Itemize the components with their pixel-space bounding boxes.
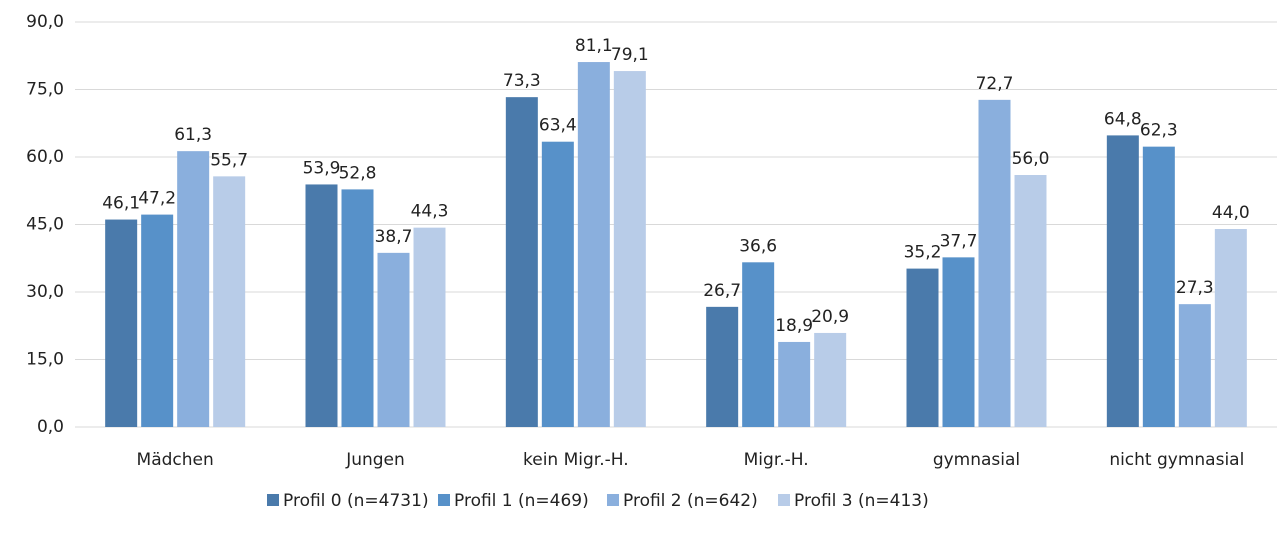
- x-tick-label: gymnasial: [933, 450, 1020, 470]
- legend-swatch: [438, 494, 450, 506]
- x-tick-label: Jungen: [345, 450, 405, 470]
- bar: [1214, 229, 1247, 427]
- value-label: 27,3: [1176, 278, 1214, 298]
- value-label: 64,8: [1104, 109, 1142, 129]
- x-tick-label: nicht gymnasial: [1109, 450, 1244, 470]
- bar: [105, 219, 138, 427]
- bar: [906, 268, 939, 427]
- bar: [1178, 304, 1211, 427]
- value-label: 44,0: [1212, 203, 1250, 223]
- value-label: 79,1: [611, 45, 649, 65]
- y-tick-label: 45,0: [26, 215, 64, 235]
- legend-label: Profil 2 (n=642): [623, 491, 758, 511]
- legend-swatch: [778, 494, 790, 506]
- value-label: 73,3: [503, 71, 541, 91]
- value-label: 37,7: [940, 231, 978, 251]
- y-tick-label: 30,0: [26, 282, 64, 302]
- bar: [706, 306, 739, 427]
- bar: [1142, 146, 1175, 427]
- value-label: 44,3: [411, 202, 449, 222]
- bar: [577, 62, 610, 428]
- bar: [742, 262, 775, 427]
- legend-swatch: [267, 494, 279, 506]
- bar: [341, 189, 374, 427]
- value-label: 72,7: [976, 74, 1014, 94]
- legend-label: Profil 3 (n=413): [794, 491, 929, 511]
- y-tick-label: 60,0: [26, 147, 64, 167]
- x-tick-label: Mädchen: [137, 450, 214, 470]
- value-label: 46,1: [102, 194, 140, 214]
- value-label: 38,7: [375, 227, 413, 247]
- y-tick-label: 75,0: [26, 80, 64, 100]
- bar: [177, 151, 210, 427]
- value-label: 26,7: [703, 281, 741, 301]
- bar: [377, 252, 410, 427]
- bar: [814, 332, 847, 427]
- bar: [942, 257, 975, 427]
- legend-swatch: [607, 494, 619, 506]
- value-label: 62,3: [1140, 121, 1178, 141]
- value-label: 81,1: [575, 36, 613, 56]
- value-label: 47,2: [138, 189, 176, 209]
- value-label: 20,9: [811, 307, 849, 327]
- value-label: 53,9: [303, 158, 341, 178]
- value-label: 18,9: [775, 316, 813, 336]
- bar: [305, 184, 338, 427]
- y-tick-label: 0,0: [37, 417, 64, 437]
- bar: [978, 99, 1011, 427]
- value-label: 52,8: [339, 163, 377, 183]
- bar: [1014, 175, 1047, 427]
- value-label: 55,7: [210, 150, 248, 170]
- legend-label: Profil 1 (n=469): [454, 491, 589, 511]
- y-tick-label: 15,0: [26, 350, 64, 370]
- value-label: 63,4: [539, 116, 577, 136]
- legend-label: Profil 0 (n=4731): [283, 491, 429, 511]
- bar: [541, 141, 574, 427]
- value-label: 36,6: [739, 236, 777, 256]
- value-label: 61,3: [174, 125, 212, 145]
- value-label: 56,0: [1012, 149, 1050, 169]
- bar: [141, 214, 174, 427]
- bar: [1106, 135, 1139, 427]
- x-tick-label: Migr.-H.: [744, 450, 809, 470]
- bar: [613, 71, 646, 428]
- bar: [413, 227, 446, 427]
- bar: [505, 97, 538, 428]
- value-label: 35,2: [904, 243, 942, 263]
- bar: [778, 341, 811, 427]
- x-tick-label: kein Migr.-H.: [523, 450, 629, 470]
- bar: [213, 176, 246, 427]
- y-tick-label: 90,0: [26, 12, 64, 32]
